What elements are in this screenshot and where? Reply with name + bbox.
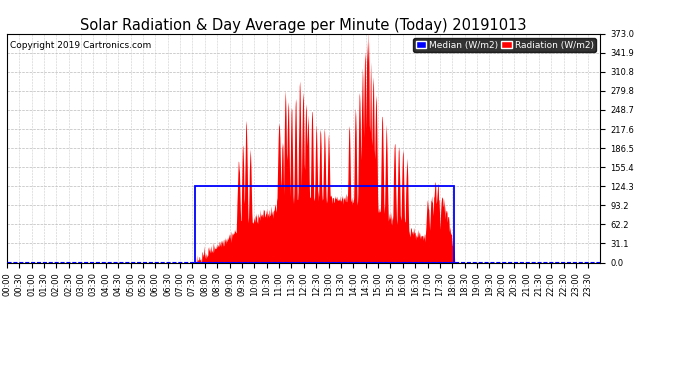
Legend: Median (W/m2), Radiation (W/m2): Median (W/m2), Radiation (W/m2) [413,38,595,52]
Bar [195,186,454,262]
Title: Solar Radiation & Day Average per Minute (Today) 20191013: Solar Radiation & Day Average per Minute… [80,18,527,33]
Text: Copyright 2019 Cartronics.com: Copyright 2019 Cartronics.com [10,40,151,50]
